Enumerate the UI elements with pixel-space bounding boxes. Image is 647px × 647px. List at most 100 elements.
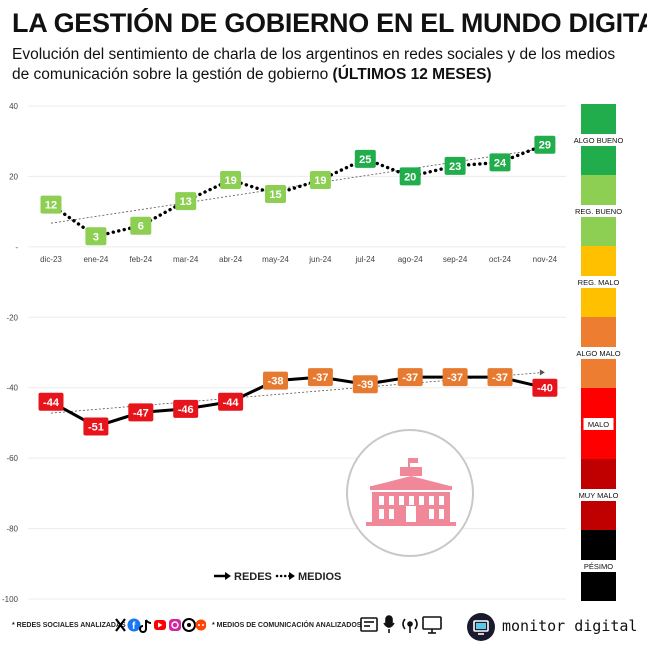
x-tick-label: may-24 xyxy=(262,255,289,264)
data-label-box xyxy=(128,403,154,422)
scale-band: REG. MALO xyxy=(571,246,626,317)
svg-text:f: f xyxy=(132,621,136,632)
scale-label: MUY MALO xyxy=(579,491,619,500)
x-tick-label: abr-24 xyxy=(219,255,243,264)
trendline-arrow xyxy=(539,369,545,376)
instagram-icon xyxy=(169,619,181,631)
data-label-text: -51 xyxy=(88,421,104,433)
data-label-box xyxy=(352,375,378,394)
data-label-text: -44 xyxy=(223,397,240,409)
data-label-box xyxy=(354,149,376,168)
data-label-text: 23 xyxy=(449,161,461,173)
page-title: LA GESTIÓN DE GOBIERNO EN EL MUNDO DIGIT… xyxy=(12,8,647,38)
legend-label: REDES xyxy=(234,571,272,583)
data-label-text: -37 xyxy=(402,372,418,384)
data-label-box xyxy=(38,392,64,411)
data-label-box xyxy=(130,216,152,235)
data-label-text: 29 xyxy=(539,140,551,152)
x-tick-label: jun-24 xyxy=(308,255,332,264)
data-label-box xyxy=(397,368,423,387)
media-icons xyxy=(360,615,442,634)
data-label-box xyxy=(309,170,331,189)
trendlines xyxy=(50,145,545,414)
data-label-text: -37 xyxy=(312,372,328,384)
legend-arrow xyxy=(289,572,295,580)
data-label-box xyxy=(218,392,244,411)
scale-label: ALGO BUENO xyxy=(574,136,624,145)
data-label: 13 xyxy=(175,192,197,211)
data-label-box xyxy=(532,378,558,397)
data-label: -44 xyxy=(38,392,64,411)
y-tick-label: - xyxy=(15,243,18,252)
y-tick-label: -20 xyxy=(6,313,18,322)
data-label-text: -46 xyxy=(178,404,194,416)
scale-label-box xyxy=(571,276,626,288)
x-axis-ticks: dic-23 ene-24 feb-24 mar-24 abr-24 may-24 jun-… xyxy=(40,255,558,264)
y-tick-label: 20 xyxy=(9,172,18,181)
data-label-text: 25 xyxy=(359,154,371,166)
data-label: -51 xyxy=(83,417,109,436)
subtitle-period: (ÚLTIMOS 12 MESES) xyxy=(332,66,492,83)
data-label: 19 xyxy=(309,170,331,189)
data-label: -47 xyxy=(128,403,154,422)
facebook-icon: f xyxy=(127,618,141,632)
emblem-windows xyxy=(379,496,444,522)
data-label-box xyxy=(220,170,242,189)
scale-label: MALO xyxy=(588,420,609,429)
legend-label: MEDIOS xyxy=(298,571,341,583)
footer: * REDES SOCIALES ANALIZADAS f * MEDIOS D… xyxy=(0,608,647,647)
data-label-box xyxy=(265,185,286,204)
x-tick-label: feb-24 xyxy=(129,255,152,264)
series-line-redes xyxy=(50,375,546,428)
y-tick-label: -60 xyxy=(6,454,18,463)
data-label-box xyxy=(487,368,513,387)
scale-label: REG. MALO xyxy=(578,278,620,287)
data-label-box xyxy=(173,399,199,418)
x-tick-label: ago-24 xyxy=(398,255,423,264)
series-lines xyxy=(49,143,547,428)
sentiment-scale: ALGO BUENO REG. BUENO REG. MALO ALGO MALO MA… xyxy=(568,104,629,601)
x-tick-label: nov-24 xyxy=(533,255,558,264)
series-line-medios xyxy=(49,143,547,238)
data-label-box xyxy=(444,156,466,175)
data-label-text: -44 xyxy=(43,397,60,409)
youtube-icon xyxy=(154,620,166,630)
data-label: -38 xyxy=(263,371,288,390)
data-label-text: 20 xyxy=(404,171,416,183)
data-label-text: -37 xyxy=(447,372,463,384)
scale-label: REG. BUENO xyxy=(575,207,622,216)
data-label: 24 xyxy=(489,153,511,172)
data-label-text: 24 xyxy=(494,157,507,169)
legend-item-medios: MEDIOS xyxy=(275,571,341,583)
social-icons: f xyxy=(115,618,206,633)
reddit-icon xyxy=(195,619,206,631)
data-label-text: 19 xyxy=(314,175,326,187)
data-label: 3 xyxy=(85,227,107,246)
data-label-text: -37 xyxy=(492,372,508,384)
scale-band: ALGO BUENO xyxy=(568,104,629,175)
y-axis-ticks: 40 20 - -20 -40 -60 -80 -100 xyxy=(2,102,19,604)
data-label: 29 xyxy=(534,135,556,154)
scale-label-box xyxy=(568,205,629,217)
scale-label: ALGO MALO xyxy=(576,349,620,358)
data-label: -37 xyxy=(487,368,513,387)
tiktok-icon xyxy=(139,619,152,633)
data-label-box xyxy=(442,368,468,387)
x-tick-label: ene-24 xyxy=(83,255,108,264)
brand-name: monitor digital xyxy=(502,617,638,635)
data-label-text: 6 xyxy=(138,221,144,233)
social-networks-label: * REDES SOCIALES ANALIZADAS xyxy=(12,622,126,629)
scale-label-box xyxy=(571,347,626,359)
subtitle-text: Evolución del sentimiento de charla de l… xyxy=(12,46,616,83)
data-label-box xyxy=(534,135,556,154)
data-label: 12 xyxy=(40,195,62,214)
scale-band: MALO xyxy=(581,388,616,459)
scale-label-box xyxy=(583,418,614,430)
sentiment-chart: 40 20 - -20 -40 -60 -80 -100 dic-23 ene-24 feb-24… xyxy=(1,102,629,604)
x-tick-label: oct-24 xyxy=(489,255,512,264)
x-tick-label: mar-24 xyxy=(173,255,199,264)
y-tick-label: 40 xyxy=(9,102,18,111)
data-label: 6 xyxy=(130,216,152,235)
data-label: 20 xyxy=(399,167,421,186)
chart-grid xyxy=(28,105,566,600)
